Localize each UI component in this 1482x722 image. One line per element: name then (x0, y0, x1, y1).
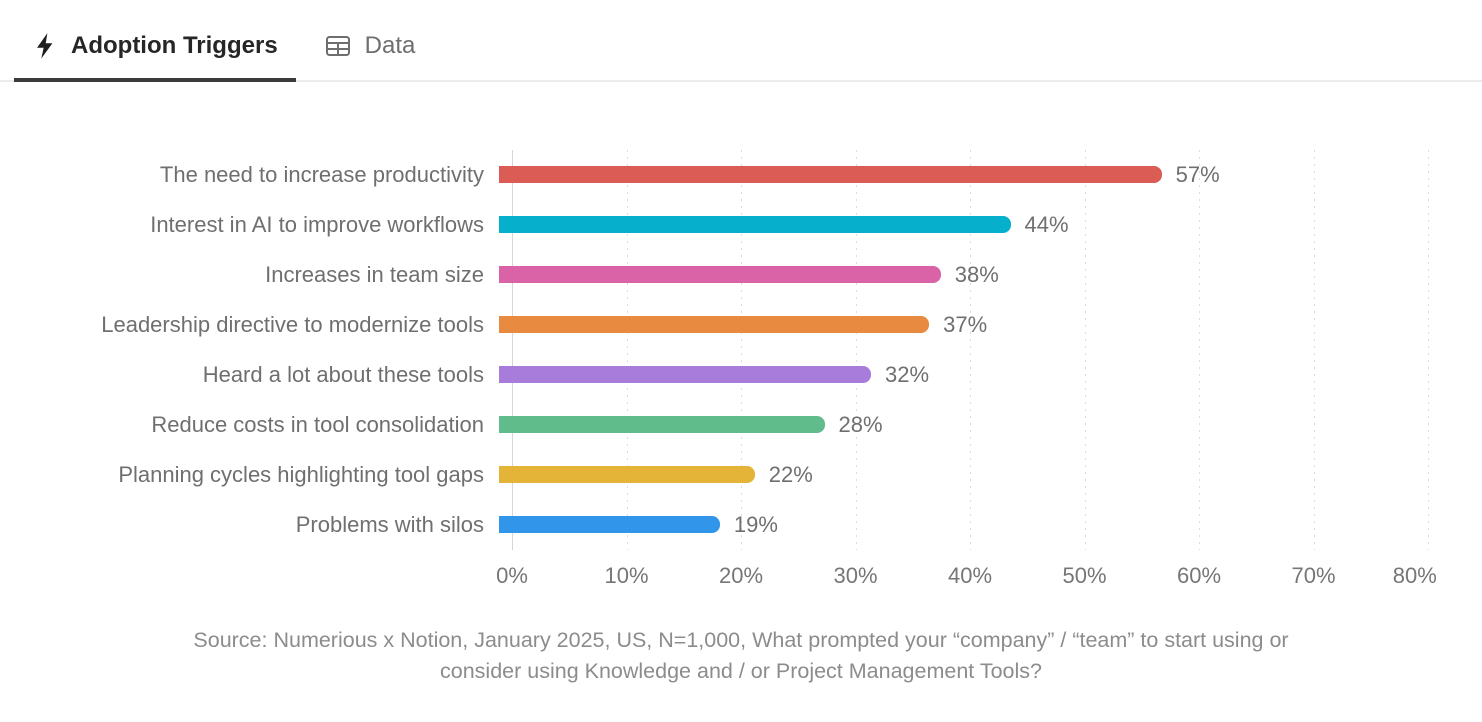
bar-heard-about[interactable] (499, 366, 871, 383)
category-label: Increases in team size (265, 262, 484, 287)
bar-track: 32% (498, 350, 1428, 400)
bar-row: Reduce costs in tool consolidation 28% (0, 400, 1482, 450)
bar-track: 37% (498, 300, 1428, 350)
bar-ai-interest[interactable] (499, 216, 1011, 233)
x-tick: 60% (1176, 563, 1222, 588)
tab-adoption-triggers[interactable]: Adoption Triggers (14, 32, 296, 82)
bar-track: 44% (498, 200, 1428, 250)
bar-track: 28% (498, 400, 1428, 450)
category-label: The need to increase productivity (159, 162, 484, 187)
table-icon (324, 32, 352, 60)
bar-row: Heard a lot about these tools 32% (0, 350, 1482, 400)
bar-track: 19% (498, 500, 1428, 550)
bar-silos[interactable] (499, 516, 720, 533)
value-label: 22% (768, 462, 813, 487)
bar-row: Problems with silos 19% (0, 500, 1482, 550)
x-axis: 0% 10% 20% 30% 40% 50% 60% 70% 80% (496, 563, 1437, 593)
source-line-2: consider using Knowledge and / or Projec… (440, 659, 1042, 683)
bar-row: Interest in AI to improve workflows 44% (0, 200, 1482, 250)
x-tick: 70% (1291, 563, 1336, 588)
category-label: Reduce costs in tool consolidation (151, 412, 484, 437)
tab-label: Adoption Triggers (71, 32, 278, 59)
bar-chart: The need to increase productivity 57% In… (0, 150, 1482, 593)
x-tick: 80% (1392, 563, 1437, 588)
bar-rows: The need to increase productivity 57% In… (0, 150, 1482, 550)
category-label: Problems with silos (295, 512, 484, 537)
x-tick: 40% (947, 563, 993, 588)
value-label: 57% (1175, 162, 1220, 187)
bar-row: Planning cycles highlighting tool gaps 2… (0, 450, 1482, 500)
value-label: 32% (885, 362, 930, 387)
bar-productivity[interactable] (499, 166, 1162, 183)
bar-planning-cycles[interactable] (499, 466, 755, 483)
tab-data[interactable]: Data (306, 32, 434, 82)
x-tick: 10% (604, 563, 649, 588)
value-label: 28% (838, 412, 883, 437)
x-tick: 50% (1062, 563, 1107, 588)
value-label: 44% (1024, 212, 1069, 237)
category-label: Interest in AI to improve workflows (150, 212, 484, 237)
x-tick: 0% (496, 563, 528, 588)
value-label: 38% (954, 262, 999, 287)
category-label: Heard a lot about these tools (202, 362, 484, 387)
category-label: Planning cycles highlighting tool gaps (118, 462, 484, 487)
lightning-icon (32, 32, 58, 60)
category-label: Leadership directive to modernize tools (101, 312, 484, 337)
bar-row: Increases in team size 38% (0, 250, 1482, 300)
tab-label: Data (364, 32, 416, 59)
value-label: 19% (733, 512, 778, 537)
source-line-1: Source: Numerious x Notion, January 2025… (193, 628, 1289, 652)
bar-leadership[interactable] (499, 316, 930, 333)
tab-bar: Adoption Triggers Data (0, 0, 1482, 82)
bar-track: 22% (498, 450, 1428, 500)
bar-reduce-costs[interactable] (499, 416, 825, 433)
x-tick: 20% (718, 563, 764, 588)
bar-track: 38% (498, 250, 1428, 300)
bar-row: Leadership directive to modernize tools … (0, 300, 1482, 350)
bar-team-size[interactable] (499, 266, 941, 283)
source-note: Source: Numerious x Notion, January 2025… (0, 625, 1482, 687)
bar-row: The need to increase productivity 57% (0, 150, 1482, 200)
bar-track: 57% (498, 150, 1428, 200)
value-label: 37% (943, 312, 988, 337)
x-tick: 30% (833, 563, 878, 588)
